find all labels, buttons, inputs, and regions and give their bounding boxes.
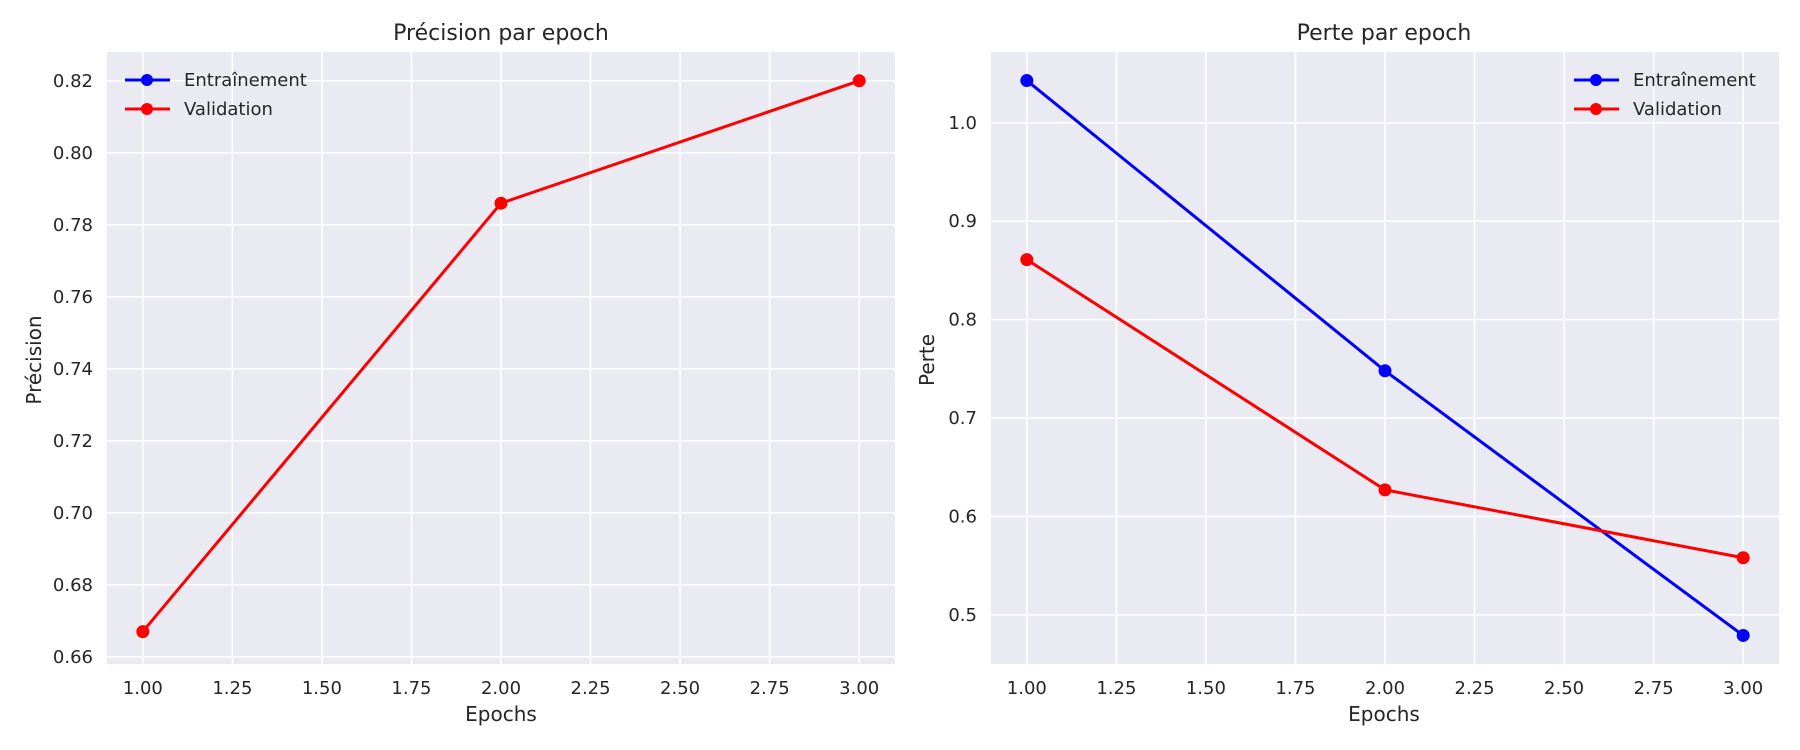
legend-marker-training xyxy=(141,74,153,86)
y-tick-label: 0.70 xyxy=(53,503,93,524)
accuracy-legend: Entraînement Validation xyxy=(125,70,307,120)
y-tick-label: 1.0 xyxy=(948,113,977,134)
y-tick-label: 0.82 xyxy=(53,71,93,92)
legend-marker-training xyxy=(1590,74,1602,86)
data-point-training xyxy=(1736,628,1750,642)
loss-x-ticks: 1.00 1.25 1.50 1.75 2.00 2.25 2.50 2.75 3.00 xyxy=(1007,678,1763,699)
y-tick-label: 0.78 xyxy=(53,215,93,236)
y-tick-label: 0.66 xyxy=(53,647,93,668)
y-tick-label: 0.7 xyxy=(948,408,977,429)
x-tick-label: 1.75 xyxy=(1275,678,1315,699)
legend-label-training: Entraînement xyxy=(1633,70,1756,91)
loss-y-axis-label: Perte xyxy=(915,334,939,386)
accuracy-x-ticks: 1.00 1.25 1.50 1.75 2.00 2.25 2.50 2.75 3.00 xyxy=(123,678,879,699)
x-tick-label: 1.50 xyxy=(302,678,342,699)
data-point-validation xyxy=(136,625,150,639)
y-tick-label: 0.8 xyxy=(948,310,977,331)
y-tick-label: 0.72 xyxy=(53,431,93,452)
loss-series xyxy=(1020,74,1750,642)
accuracy-y-ticks: 0.66 0.68 0.70 0.72 0.74 0.76 0.78 0.80 0.82 xyxy=(53,71,93,668)
accuracy-series xyxy=(136,74,866,639)
accuracy-x-axis-label: Epochs xyxy=(465,702,537,726)
y-tick-label: 0.80 xyxy=(53,143,93,164)
loss-x-axis-label: Epochs xyxy=(1348,702,1420,726)
accuracy-chart-title: Précision par epoch xyxy=(393,21,609,46)
loss-y-ticks: 0.5 0.6 0.7 0.8 0.9 1.0 xyxy=(948,113,977,626)
x-tick-label: 2.25 xyxy=(571,678,611,699)
x-tick-label: 2.50 xyxy=(660,678,700,699)
accuracy-grid xyxy=(107,52,895,664)
x-tick-label: 2.00 xyxy=(481,678,521,699)
x-tick-label: 1.50 xyxy=(1186,678,1226,699)
data-point-validation xyxy=(1378,483,1392,497)
x-tick-label: 2.25 xyxy=(1455,678,1495,699)
y-tick-label: 0.68 xyxy=(53,575,93,596)
accuracy-y-axis-label: Précision xyxy=(22,315,46,404)
y-tick-label: 0.74 xyxy=(53,359,93,380)
y-tick-label: 0.9 xyxy=(948,211,977,232)
loss-chart: 1.00 1.25 1.50 1.75 2.00 2.25 2.50 2.75 3.00 0.5… xyxy=(915,21,1779,726)
data-point-training xyxy=(1378,364,1392,378)
x-tick-label: 1.00 xyxy=(123,678,163,699)
y-tick-label: 0.5 xyxy=(948,605,977,626)
x-tick-label: 2.75 xyxy=(750,678,790,699)
legend-label-training: Entraînement xyxy=(184,70,307,91)
x-tick-label: 2.75 xyxy=(1634,678,1674,699)
loss-legend: Entraînement Validation xyxy=(1574,70,1756,120)
accuracy-chart: 1.00 1.25 1.50 1.75 2.00 2.25 2.50 2.75 3.00 0.6… xyxy=(22,21,895,726)
x-tick-label: 2.50 xyxy=(1544,678,1584,699)
loss-chart-title: Perte par epoch xyxy=(1297,21,1472,46)
y-tick-label: 0.76 xyxy=(53,287,93,308)
y-tick-label: 0.6 xyxy=(948,506,977,527)
x-tick-label: 2.00 xyxy=(1365,678,1405,699)
x-tick-label: 1.00 xyxy=(1007,678,1047,699)
x-tick-label: 1.25 xyxy=(1096,678,1136,699)
loss-grid xyxy=(991,52,1779,664)
x-tick-label: 3.00 xyxy=(839,678,879,699)
data-point-training xyxy=(1020,74,1034,88)
x-tick-label: 3.00 xyxy=(1723,678,1763,699)
data-point-validation xyxy=(852,74,866,88)
data-point-validation xyxy=(1736,551,1750,565)
x-tick-label: 1.25 xyxy=(212,678,252,699)
data-point-validation xyxy=(494,196,508,210)
legend-label-validation: Validation xyxy=(1633,99,1722,120)
legend-marker-validation xyxy=(1590,103,1602,115)
legend-marker-validation xyxy=(141,103,153,115)
x-tick-label: 1.75 xyxy=(391,678,431,699)
legend-label-validation: Validation xyxy=(184,99,273,120)
data-point-validation xyxy=(1020,253,1034,267)
